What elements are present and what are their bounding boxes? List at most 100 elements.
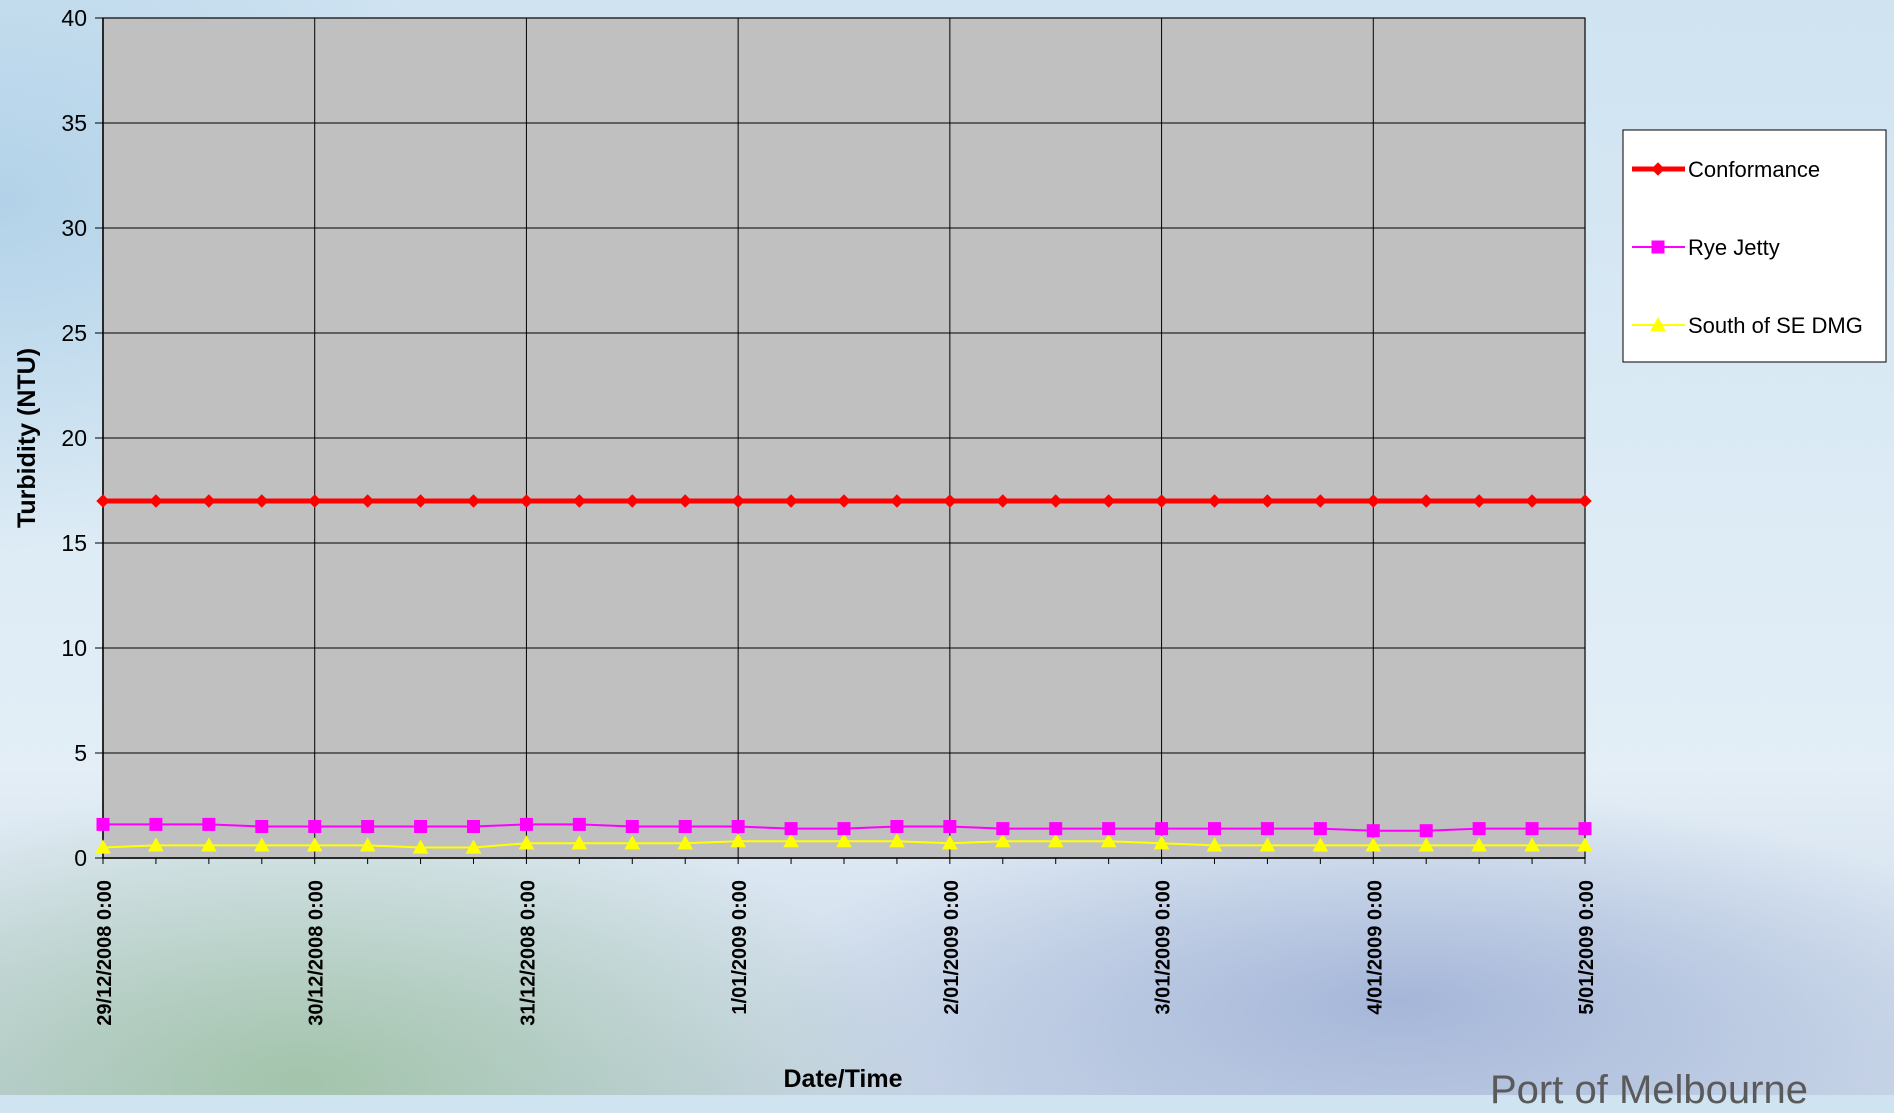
data-point-conformance — [1472, 494, 1486, 508]
y-axis: 0 5 10 15 20 25 30 35 40 — [61, 5, 104, 871]
data-point-south-of-se-dmg — [1047, 833, 1064, 848]
data-point-rye-jetty — [1366, 824, 1380, 838]
legend-marker-south-of-se-dmg — [1650, 316, 1666, 332]
data-point-south-of-se-dmg — [730, 833, 746, 848]
tick-label-y: 5 — [74, 740, 87, 766]
data-point-south-of-se-dmg — [412, 839, 429, 854]
data-point-south-of-se-dmg — [1524, 837, 1540, 852]
data-point-south-of-se-dmg — [95, 839, 111, 854]
data-point-conformance — [1101, 494, 1116, 508]
tick-label-x: 5/01/2009 0:00 — [1576, 880, 1598, 1015]
data-point-south-of-se-dmg — [1153, 835, 1170, 850]
legend-marker-conformance — [1651, 162, 1665, 176]
tick-label-x: 30/12/2008 0:00 — [306, 880, 328, 1026]
data-point-south-of-se-dmg — [359, 837, 376, 852]
data-point-rye-jetty — [1208, 822, 1221, 836]
x-axis-title: Date/Time — [783, 1065, 902, 1093]
grid-lines — [102, 17, 1586, 859]
data-point-conformance — [890, 494, 904, 508]
data-point-conformance — [1049, 494, 1063, 508]
data-point-rye-jetty — [1049, 822, 1063, 836]
data-point-conformance — [96, 494, 110, 508]
data-point-rye-jetty — [1578, 822, 1592, 836]
data-point-conformance — [360, 494, 375, 508]
data-point-conformance — [308, 494, 322, 508]
data-point-south-of-se-dmg — [1259, 837, 1276, 852]
data-point-conformance — [255, 494, 269, 508]
data-point-south-of-se-dmg — [148, 837, 164, 852]
data-point-rye-jetty — [1260, 822, 1274, 836]
data-point-rye-jetty — [149, 817, 163, 831]
data-point-conformance — [1366, 494, 1380, 508]
tick-label-y: 25 — [61, 320, 87, 346]
data-point-rye-jetty — [1102, 822, 1116, 836]
data-point-rye-jetty — [1472, 822, 1486, 836]
data-point-rye-jetty — [784, 822, 798, 836]
data-point-south-of-se-dmg — [994, 833, 1011, 848]
data-point-rye-jetty — [1525, 822, 1539, 836]
tick-label-y: 35 — [61, 110, 87, 136]
data-point-conformance — [731, 494, 745, 508]
data-point-south-of-se-dmg — [518, 835, 535, 850]
data-point-conformance — [678, 494, 692, 508]
y-axis-title: Turbidity (NTU) — [13, 348, 41, 528]
data-point-south-of-se-dmg — [201, 837, 217, 852]
data-point-rye-jetty — [678, 820, 692, 833]
tick-label-y: 20 — [61, 425, 87, 451]
data-point-rye-jetty — [202, 817, 216, 831]
tick-label-y: 30 — [61, 215, 87, 241]
data-point-south-of-se-dmg — [1471, 837, 1487, 852]
tick-label-x: 4/01/2009 0:00 — [1364, 880, 1386, 1015]
legend-label-south-of-se-dmg: South of SE DMG — [1688, 313, 1863, 338]
data-point-conformance — [1419, 494, 1433, 508]
data-point-rye-jetty — [519, 817, 533, 831]
data-point-conformance — [1154, 494, 1169, 508]
tick-label-y: 40 — [61, 5, 87, 31]
data-point-rye-jetty — [731, 820, 745, 833]
series-rye-jetty — [96, 817, 1592, 838]
data-point-south-of-se-dmg — [465, 839, 482, 854]
data-point-south-of-se-dmg — [1100, 833, 1117, 848]
legend-label-rye-jetty: Rye Jetty — [1688, 235, 1780, 260]
data-point-south-of-se-dmg — [1577, 837, 1593, 852]
data-point-rye-jetty — [255, 820, 269, 833]
legend-marker-rye-jetty — [1651, 240, 1665, 254]
series-lines — [95, 494, 1593, 854]
data-point-south-of-se-dmg — [677, 835, 694, 850]
data-point-conformance — [1525, 494, 1539, 508]
data-point-rye-jetty — [572, 817, 586, 831]
tick-label-y: 10 — [61, 635, 87, 661]
data-point-south-of-se-dmg — [571, 835, 588, 850]
data-point-south-of-se-dmg — [306, 837, 323, 852]
data-point-conformance — [1207, 494, 1222, 508]
tick-label-x: 3/01/2009 0:00 — [1153, 880, 1175, 1015]
data-point-south-of-se-dmg — [1206, 837, 1223, 852]
data-point-rye-jetty — [414, 820, 428, 833]
data-point-conformance — [784, 494, 798, 508]
data-point-south-of-se-dmg — [1312, 837, 1329, 852]
data-point-rye-jetty — [996, 822, 1010, 836]
data-point-rye-jetty — [1419, 824, 1433, 838]
data-point-rye-jetty — [890, 820, 904, 833]
data-point-conformance — [1313, 494, 1328, 508]
data-point-conformance — [519, 494, 534, 508]
data-point-south-of-se-dmg — [624, 835, 641, 850]
data-point-rye-jetty — [96, 817, 110, 831]
tick-label-x: 1/01/2009 0:00 — [729, 880, 751, 1015]
tick-label-y: 0 — [74, 845, 87, 871]
data-point-rye-jetty — [308, 820, 322, 833]
data-point-conformance — [1260, 494, 1275, 508]
data-point-conformance — [837, 494, 851, 508]
data-point-south-of-se-dmg — [1365, 837, 1382, 852]
series-conformance — [96, 494, 1592, 508]
data-point-conformance — [625, 494, 639, 508]
data-point-conformance — [943, 494, 957, 508]
data-point-conformance — [149, 494, 163, 508]
data-point-rye-jetty — [625, 820, 639, 833]
tick-label-x: 2/01/2009 0:00 — [941, 880, 963, 1015]
tick-label-y: 15 — [61, 530, 87, 556]
data-point-south-of-se-dmg — [836, 833, 852, 848]
data-point-conformance — [413, 494, 428, 508]
data-point-rye-jetty — [467, 820, 480, 833]
